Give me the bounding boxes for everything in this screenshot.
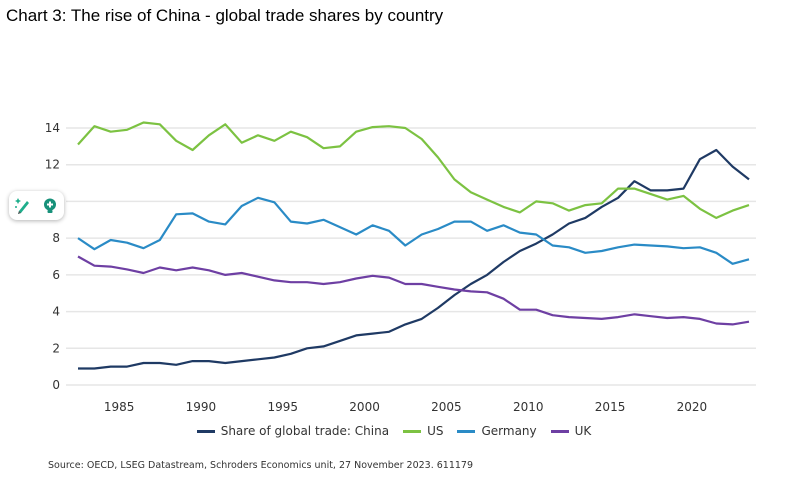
x-tick-label: 1990: [186, 400, 217, 414]
y-tick-label: 0: [52, 378, 60, 392]
legend-swatch: [550, 429, 569, 433]
series-line-germany: [77, 196, 750, 265]
y-tick-label: 2: [52, 341, 60, 355]
source-note: Source: OECD, LSEG Datastream, Schroders…: [48, 460, 474, 471]
series-line-china: [78, 148, 750, 370]
legend-item: Share of global trade: China: [196, 424, 390, 438]
series-line-uk: [77, 255, 750, 326]
series-line-us: [77, 121, 750, 219]
legend-item: Germany: [457, 424, 537, 438]
x-tick-label: 2015: [595, 400, 626, 414]
x-tick-label: 1995: [267, 400, 298, 414]
x-tick-label: 1985: [104, 400, 135, 414]
legend-swatch: [196, 429, 215, 433]
legend-label: US: [427, 424, 444, 438]
x-tick-label: 2010: [513, 400, 544, 414]
y-tick-label: 12: [45, 158, 60, 172]
legend-label: Share of global trade: China: [220, 424, 390, 438]
legend-label: UK: [574, 424, 592, 438]
magic-pencil-icon[interactable]: [14, 197, 32, 215]
y-tick-label: 14: [45, 121, 60, 135]
floating-toolbar: [9, 191, 64, 220]
y-tick-label: 6: [52, 268, 60, 282]
legend-label: Germany: [481, 424, 537, 438]
legend-swatch: [403, 429, 422, 433]
y-tick-label: 8: [52, 231, 60, 245]
legend-swatch: [457, 429, 476, 433]
x-tick-label: 2005: [431, 400, 462, 414]
legend-item: UK: [550, 424, 592, 438]
x-tick-label: 2020: [677, 400, 708, 414]
lightbulb-icon[interactable]: [41, 197, 59, 215]
legend: Share of global trade: China US Germany UK: [0, 424, 788, 438]
chart-title: Chart 3: The rise of China - global trad…: [6, 6, 444, 25]
x-tick-label: 2000: [349, 400, 380, 414]
y-tick-label: 4: [52, 305, 60, 319]
legend-item: US: [403, 424, 443, 438]
